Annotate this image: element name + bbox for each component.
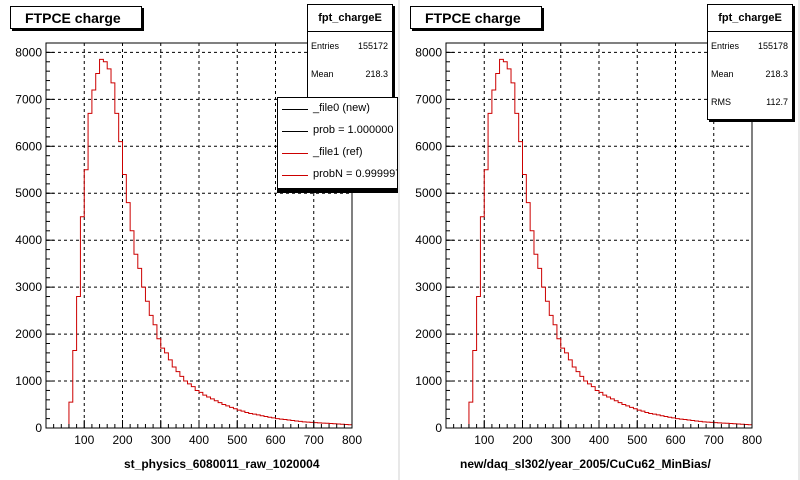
left-title: FTPCE charge <box>10 6 142 29</box>
y-tick-label: 6000 <box>15 139 42 153</box>
left-x-axis-label: st_physics_6080011_raw_1020004 <box>124 457 320 471</box>
right-stats-mean: Mean 218.3 <box>708 60 792 88</box>
x-tick-label: 100 <box>474 433 494 447</box>
y-tick-label: 6000 <box>415 139 442 153</box>
x-tick-label: 300 <box>151 433 171 447</box>
right-title: FTPCE charge <box>410 6 542 29</box>
left-stats-mean-value: 218.3 <box>365 69 388 79</box>
y-tick-label: 0 <box>35 421 42 435</box>
x-tick-label: 600 <box>665 433 685 447</box>
x-tick-label: 300 <box>551 433 571 447</box>
x-tick-label: 600 <box>265 433 285 447</box>
legend-label-prob: prob = 1.000000 <box>313 124 394 136</box>
x-tick-label: 800 <box>742 433 762 447</box>
x-tick-label: 700 <box>704 433 724 447</box>
legend-label-file1: _file1 (ref) <box>313 146 363 158</box>
legend-swatch-file0 <box>282 109 308 110</box>
right-histogram-plot: 100 200 300 400 500 600 700 8000100020003000400… <box>415 42 762 447</box>
y-tick-label: 1000 <box>15 374 42 388</box>
y-tick-label: 5000 <box>15 186 42 200</box>
legend-box: _file0 (new) prob = 1.000000 _file1 (ref… <box>277 97 398 193</box>
right-stats-mean-key: Mean <box>711 69 734 79</box>
x-tick-label: 100 <box>74 433 94 447</box>
right-stats-entries: Entries 155178 <box>708 32 792 60</box>
y-tick-label: 8000 <box>415 45 442 59</box>
x-tick-label: 500 <box>627 433 647 447</box>
left-stats-name: fpt_chargeE <box>308 5 392 32</box>
left-stats-mean: Mean 218.3 <box>308 60 392 88</box>
legend-swatch-prob <box>282 131 308 132</box>
x-tick-label: 200 <box>112 433 132 447</box>
x-tick-label: 800 <box>342 433 362 447</box>
y-tick-label: 3000 <box>415 280 442 294</box>
y-tick-label: 2000 <box>15 327 42 341</box>
legend-entry-prob: prob = 1.000000 <box>278 120 397 142</box>
right-x-axis-label: new/daq_sl302/year_2005/CuCu62_MinBias/ <box>460 457 711 471</box>
left-stats-entries-value: 155172 <box>357 41 388 51</box>
y-tick-label: 7000 <box>15 92 42 106</box>
y-tick-label: 5000 <box>415 186 442 200</box>
right-stats-rms-key: RMS <box>711 97 731 107</box>
right-stats-entries-key: Entries <box>711 41 740 51</box>
y-tick-label: 3000 <box>15 280 42 294</box>
right-stats-rms-value: 112.7 <box>766 97 788 107</box>
legend-label-probn: probN = 0.999997 <box>313 168 398 180</box>
y-tick-label: 4000 <box>415 233 442 247</box>
x-tick-label: 500 <box>227 433 247 447</box>
x-tick-label: 200 <box>512 433 532 447</box>
left-stats-box: fpt_chargeE Entries 155172 Mean 218.3 <box>307 4 393 98</box>
left-stats-mean-key: Mean <box>311 69 334 79</box>
y-tick-label: 2000 <box>415 327 442 341</box>
histogram-line <box>465 58 752 429</box>
left-stats-entries: Entries 155172 <box>308 32 392 60</box>
x-tick-label: 400 <box>189 433 209 447</box>
legend-swatch-file1 <box>282 153 308 154</box>
right-stats-mean-value: 218.3 <box>765 69 788 79</box>
left-histogram-plot: 100 200 300 400 500 600 700 8000100020003000400… <box>15 42 362 447</box>
legend-entry-probn: probN = 0.999997 <box>278 164 397 186</box>
right-stats-box: fpt_chargeE Entries 155178 Mean 218.3 RM… <box>707 4 793 120</box>
x-tick-label: 700 <box>304 433 324 447</box>
right-stats-rms: RMS 112.7 <box>708 88 792 116</box>
histogram-line <box>65 58 352 429</box>
right-stats-name: fpt_chargeE <box>708 5 792 32</box>
left-panel: 100 200 300 400 500 600 700 800 0 1000 2000 3000 400… <box>0 0 398 480</box>
y-tick-label: 0 <box>435 421 442 435</box>
legend-label-file0: _file0 (new) <box>313 102 370 114</box>
y-tick-label: 4000 <box>15 233 42 247</box>
legend-entry-file1: _file1 (ref) <box>278 142 397 164</box>
left-stats-entries-key: Entries <box>311 41 340 51</box>
legend-entry-file0: _file0 (new) <box>278 98 397 120</box>
legend-swatch-probn <box>282 175 308 176</box>
right-stats-entries-value: 155178 <box>757 41 788 51</box>
y-tick-label: 1000 <box>415 374 442 388</box>
y-tick-label: 7000 <box>415 92 442 106</box>
x-tick-label: 400 <box>589 433 609 447</box>
y-tick-label: 8000 <box>15 45 42 59</box>
right-panel: 100 200 300 400 500 600 700 800 0 1000 2000 3000 400… <box>400 0 798 480</box>
